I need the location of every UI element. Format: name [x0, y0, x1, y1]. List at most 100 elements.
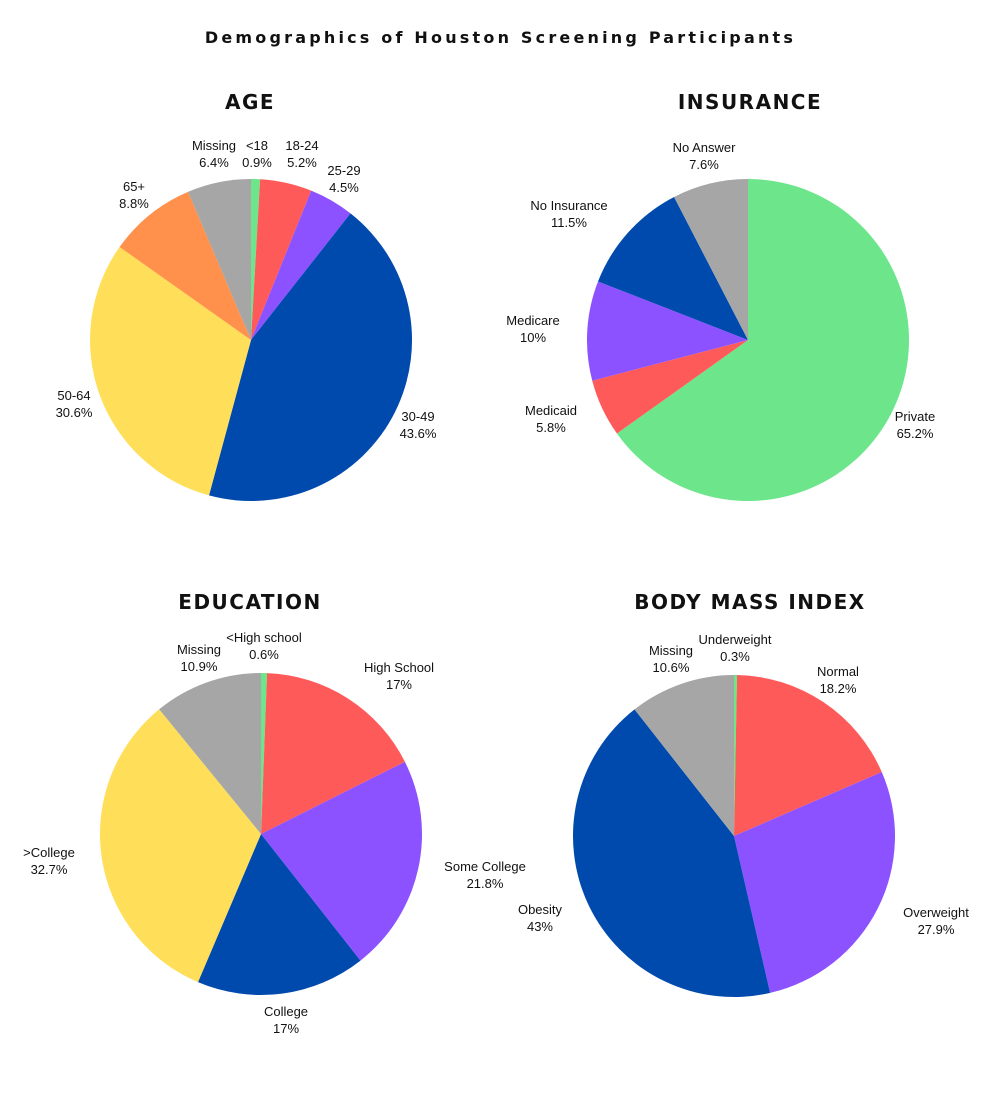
bmi-slice-label: Underweight 0.3%: [699, 631, 772, 665]
insurance-slice-label: Medicaid 5.8%: [525, 402, 577, 436]
slice-label-value: 6.4%: [199, 155, 229, 170]
slice-label-value: 7.6%: [689, 157, 719, 172]
slice-label-value: 17%: [385, 677, 413, 692]
slice-label-value: 0.3%: [720, 649, 750, 664]
slice-label-value: 10.6%: [652, 660, 690, 675]
education-slice-label: High School 17%: [364, 659, 434, 693]
bmi-slice-overweight: [734, 772, 896, 993]
slice-label-value: 5.2%: [287, 155, 317, 170]
age-slice-30-49: [209, 213, 413, 502]
age-slice-50-64: [89, 247, 251, 496]
slice-label-name: 65+: [122, 179, 146, 194]
slice-label-name: Some College: [444, 859, 526, 874]
slice-label-value: 11.5%: [551, 215, 587, 230]
insurance-slice-medicaid: [592, 340, 748, 434]
slice-label-name: Normal: [817, 664, 859, 679]
education-slice-label: >College 32.7%: [23, 844, 75, 878]
main-title: Demographics of Houston Screening Partic…: [204, 28, 797, 47]
slice-label-name: Missing: [648, 643, 694, 658]
slice-label-value: 17%: [272, 1021, 300, 1036]
education-slice-label: College 17%: [264, 1003, 308, 1037]
slice-label-name: >College: [23, 845, 75, 860]
insurance-slice-label: Private 65.2%: [895, 408, 935, 442]
slice-label-value: 8.8%: [119, 196, 149, 211]
bmi-pie: [572, 675, 896, 998]
slice-label-value: 32.7%: [30, 862, 68, 877]
slice-label-name: College: [263, 1004, 309, 1019]
age-slice-25-29: [251, 190, 351, 340]
slice-label-value: 21.8%: [466, 876, 504, 891]
slice-label-value: 30.6%: [55, 405, 93, 420]
education-slice-label: Some College 21.8%: [444, 858, 526, 892]
age-slice-label: 30-49 43.6%: [400, 408, 437, 442]
insurance-chart-title: INSURANCE: [677, 90, 823, 114]
slice-label-value: 65.2%: [896, 426, 934, 441]
age-slice-label: <18 0.9%: [242, 137, 272, 171]
bmi-slice-label: Obesity 43%: [518, 901, 562, 935]
age-slice-label: 18-24 5.2%: [285, 137, 318, 171]
education-slice-college: [197, 834, 361, 996]
education-chart-title: EDUCATION: [178, 590, 322, 614]
slice-label-value: 4.5%: [329, 180, 359, 195]
education-slice-label: <High school 0.6%: [226, 629, 302, 663]
bmi-slice-normal: [734, 675, 882, 836]
education-pie: [100, 672, 423, 996]
slice-label-name: Obesity: [517, 902, 563, 917]
slice-label-name: Private: [894, 409, 936, 424]
education-slice-some-college: [261, 761, 423, 961]
slice-label-name: 50-64: [57, 388, 91, 403]
education-slice-college: [100, 709, 261, 983]
insurance-slice-label: No Answer 7.6%: [673, 139, 736, 173]
slice-label-value: 18.2%: [819, 681, 857, 696]
insurance-slice-label: No Insurance 11.5%: [530, 197, 607, 231]
slice-label-name: <18: [245, 138, 269, 153]
education-slice-high-school: [261, 673, 405, 834]
slice-label-value: 43%: [526, 919, 554, 934]
slice-label-value: 0.9%: [242, 155, 272, 170]
slice-label-name: Missing: [191, 138, 237, 153]
bmi-slice-label: Overweight 27.9%: [903, 904, 969, 938]
age-chart: AGE <18 0.9% 18-24 5.2% 25-29 4.5% 30-49 43.6% 5…: [0, 80, 500, 600]
bmi-slice-missing: [634, 675, 734, 836]
slice-label-name: Underweight: [698, 632, 772, 647]
slice-label-value: 43.6%: [399, 426, 437, 441]
bmi-chart: BODY MASS INDEX Underweight 0.3% Normal 18.…: [500, 580, 1000, 1100]
slice-label-name: High School: [363, 660, 435, 675]
slice-label-value: 10%: [519, 330, 547, 345]
education-chart: EDUCATION <High school 0.6% High School 17%…: [0, 580, 526, 1100]
slice-label-name: 25-29: [327, 163, 361, 178]
slice-label-value: 10.9%: [180, 659, 218, 674]
education-slice-missing: [159, 673, 261, 834]
education-slice-high-school: [261, 672, 268, 834]
education-slice-label: Missing 10.9%: [177, 641, 221, 675]
bmi-slice-label: Normal 18.2%: [817, 663, 859, 697]
slice-label-name: Medicaid: [524, 403, 578, 418]
bmi-slice-underweight: [734, 675, 738, 836]
age-slice-missing: [187, 179, 251, 340]
bmi-chart-title: BODY MASS INDEX: [634, 590, 866, 614]
slice-label-value: 0.6%: [249, 647, 279, 662]
insurance-slice-no-insurance: [598, 196, 748, 340]
slice-label-name: 18-24: [285, 138, 319, 153]
slice-label-value: 5.8%: [536, 420, 566, 435]
slice-label-name: No Answer: [672, 140, 736, 155]
insurance-chart: INSURANCE Private 65.2% Medicaid 5.8% Medica…: [500, 80, 1000, 600]
age-pie: [89, 179, 413, 502]
slice-label-name: Missing: [176, 642, 222, 657]
slice-label-name: 30-49: [401, 409, 435, 424]
slice-label-name: <High school: [226, 630, 302, 645]
age-slice-18-24: [251, 179, 312, 340]
slice-label-name: No Insurance: [530, 198, 608, 213]
slice-label-name: Overweight: [903, 905, 969, 920]
age-slice-label: 25-29 4.5%: [327, 162, 360, 196]
bmi-slice-obesity: [572, 709, 771, 998]
slice-label-name: Medicare: [506, 313, 560, 328]
age-slice-18: [251, 179, 261, 340]
insurance-slice-medicare: [587, 281, 748, 381]
slice-label-value: 27.9%: [917, 922, 955, 937]
insurance-pie: [587, 179, 909, 501]
insurance-slice-label: Medicare 10%: [506, 312, 559, 346]
age-slice-65: [119, 191, 251, 340]
bmi-slice-label: Missing 10.6%: [649, 642, 693, 676]
insurance-slice-no-answer: [674, 179, 748, 340]
